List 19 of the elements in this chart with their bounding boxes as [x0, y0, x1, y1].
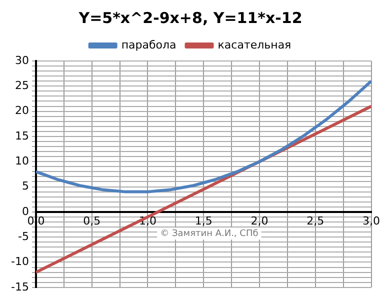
x-tick-label: 2,5	[306, 214, 324, 228]
y-tick-label: 30	[14, 54, 29, 67]
x-tick-label: 1,5	[194, 214, 212, 228]
y-tick-label: -10	[11, 255, 29, 268]
y-tick-label: -5	[18, 230, 29, 243]
x-tick-label: 3,0	[362, 214, 380, 228]
legend-label: касательная	[218, 38, 292, 52]
annotation: © Замятин А.И., СПб	[160, 228, 259, 239]
x-tick-label: 0,5	[83, 214, 101, 228]
y-tick-label: 5	[22, 180, 29, 193]
y-tick-label: 20	[14, 104, 29, 118]
y-tick-label: 25	[14, 79, 29, 92]
x-tick-label: 2,0	[250, 214, 268, 228]
chart-title: Y=5*x^2-9x+8, Y=11*x-12	[78, 8, 302, 27]
legend-label: парабола	[121, 38, 176, 52]
y-tick-label: 0	[22, 204, 29, 218]
y-tick-label: -15	[11, 280, 29, 294]
y-tick-label: 15	[14, 129, 29, 142]
y-tick-label: 10	[14, 154, 29, 168]
